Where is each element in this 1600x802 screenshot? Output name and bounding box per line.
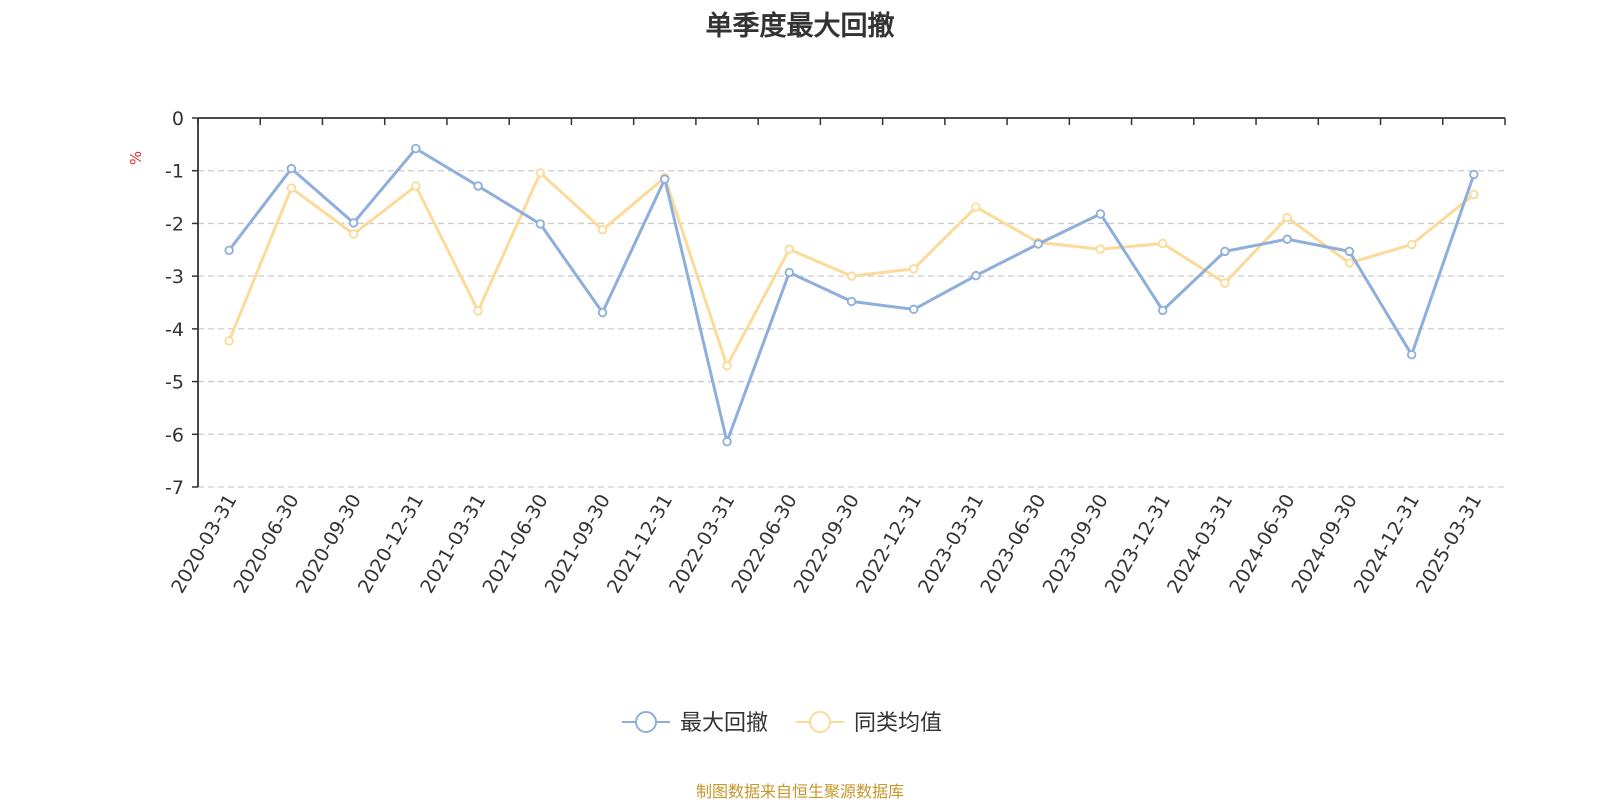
x-tick-label: 2020-03-31 (167, 491, 241, 598)
data-point[interactable] (1344, 258, 1355, 268)
data-point[interactable] (1157, 238, 1168, 249)
data-point[interactable] (473, 181, 483, 191)
data-point[interactable] (286, 163, 297, 174)
legend[interactable]: 最大回撤 同类均值 (622, 711, 942, 736)
legend-item-0[interactable]: 最大回撤 (622, 711, 768, 736)
legend-label: 最大回撤 (680, 711, 768, 736)
data-point[interactable] (411, 143, 421, 154)
data-point[interactable] (846, 296, 857, 307)
x-tick-label: 2020-09-30 (292, 491, 366, 598)
series-1 (224, 168, 1479, 371)
y-tick-label: -3 (165, 266, 184, 288)
data-point[interactable] (597, 225, 608, 235)
x-tick-label: 2024-06-30 (1225, 491, 1299, 598)
series-0 (224, 143, 1479, 447)
data-point[interactable] (1469, 189, 1479, 200)
y-tick-label: -2 (165, 213, 184, 235)
x-tick-label: 2024-03-31 (1163, 491, 1237, 598)
data-point[interactable] (286, 183, 297, 193)
data-point[interactable] (224, 336, 234, 346)
data-point[interactable] (348, 218, 359, 228)
data-point[interactable] (411, 181, 421, 191)
legend-item-1[interactable]: 同类均值 (796, 711, 942, 736)
data-point[interactable] (1282, 234, 1292, 244)
data-point[interactable] (1095, 209, 1106, 219)
y-axis-unit: % (127, 151, 145, 165)
y-tick-label: -1 (165, 161, 184, 183)
y-tick-label: -6 (165, 424, 184, 446)
x-tick-label: 2020-06-30 (229, 491, 303, 598)
x-tick-label: 2024-09-30 (1287, 491, 1361, 598)
x-tick-label: 2025-03-31 (1412, 491, 1486, 598)
data-point[interactable] (722, 436, 732, 447)
x-tick-label: 2023-09-30 (1039, 491, 1113, 598)
data-point[interactable] (348, 229, 359, 239)
data-point[interactable] (1406, 239, 1417, 250)
x-tick-label: 2022-09-30 (790, 491, 864, 598)
x-tick-label: 2021-09-30 (541, 491, 615, 598)
data-point[interactable] (784, 244, 794, 254)
data-point[interactable] (909, 264, 919, 274)
y-tick-label: 0 (172, 108, 184, 130)
data-point[interactable] (909, 304, 919, 315)
data-point[interactable] (722, 361, 732, 371)
series-line (227, 147, 1476, 444)
legend-marker-icon (809, 711, 831, 733)
data-point[interactable] (971, 202, 981, 212)
grid-lines (198, 170, 1505, 488)
x-tick-label: 2024-12-31 (1350, 491, 1424, 598)
x-tick-label: 2021-06-30 (478, 491, 552, 598)
data-point[interactable] (1220, 246, 1230, 257)
data-point[interactable] (1282, 212, 1292, 223)
x-tick-label: 2022-06-30 (727, 491, 801, 598)
x-tick-label: 2023-03-31 (914, 491, 988, 598)
data-point[interactable] (1344, 246, 1355, 257)
data-point[interactable] (971, 270, 981, 281)
chart-title: 单季度最大回撤 (705, 11, 895, 42)
data-point[interactable] (1033, 239, 1043, 249)
legend-marker-icon (635, 711, 657, 733)
data-point[interactable] (535, 168, 546, 178)
data-point[interactable] (1220, 278, 1230, 288)
axes: 0-1-2-3-4-5-6-7%2020-03-312020-06-302020… (127, 108, 1506, 598)
x-tick-label: 2020-12-31 (354, 491, 428, 598)
data-point[interactable] (660, 174, 670, 184)
data-point[interactable] (535, 219, 546, 229)
series-lines (224, 143, 1479, 447)
x-tick-label: 2022-12-31 (852, 490, 926, 597)
data-point[interactable] (846, 271, 857, 281)
data-point[interactable] (1157, 305, 1168, 316)
source-note: 制图数据来自恒生聚源数据库 (695, 782, 904, 801)
x-tick-label: 2021-03-31 (416, 490, 490, 597)
x-tick-label: 2023-12-31 (1101, 491, 1175, 598)
y-tick-label: -5 (165, 372, 184, 394)
data-point[interactable] (1406, 349, 1417, 360)
data-point[interactable] (1469, 169, 1479, 180)
x-tick-label: 2023-06-30 (976, 491, 1050, 598)
data-point[interactable] (784, 267, 794, 278)
x-tick-label: 2022-03-31 (665, 491, 739, 598)
data-point[interactable] (1095, 244, 1106, 254)
series-line (227, 171, 1475, 368)
y-tick-label: -7 (165, 477, 184, 499)
data-point[interactable] (597, 307, 608, 318)
legend-label: 同类均值 (854, 711, 942, 736)
y-tick-label: -4 (165, 319, 184, 341)
data-point[interactable] (224, 245, 234, 256)
x-tick-label: 2021-12-31 (603, 491, 677, 598)
data-point[interactable] (473, 306, 483, 316)
